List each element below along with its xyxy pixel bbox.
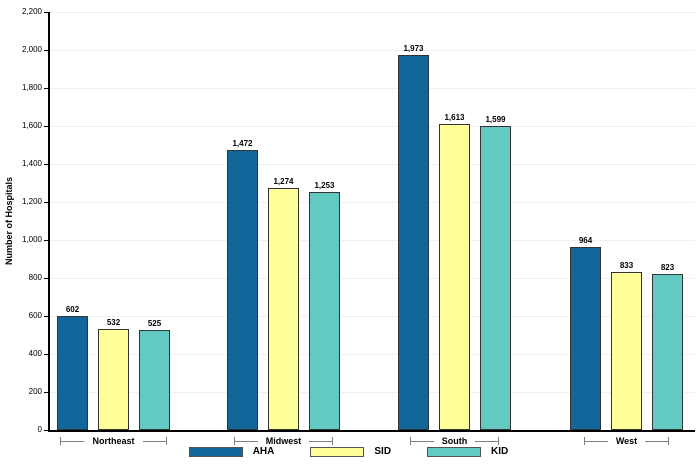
y-tick-label: 1,600 xyxy=(21,121,42,130)
bar-value-label: 823 xyxy=(660,262,675,272)
bar-sid-midwest xyxy=(268,187,299,430)
y-tick-label: 800 xyxy=(28,273,42,282)
gridline xyxy=(50,12,695,13)
category-whisker-right xyxy=(645,437,670,445)
y-axis-tick xyxy=(44,164,48,165)
y-tick-label: 1,200 xyxy=(21,197,42,206)
bar-sid-south xyxy=(439,123,470,430)
y-tick-label: 2,000 xyxy=(21,45,42,54)
gridline xyxy=(50,240,695,241)
bar-aha-west xyxy=(570,246,601,430)
x-category-label: West xyxy=(615,436,638,446)
bar-kid-west xyxy=(652,273,683,430)
y-axis-tick xyxy=(44,316,48,317)
y-tick-label: 600 xyxy=(28,311,42,320)
legend-item-aha: AHA xyxy=(188,446,275,457)
x-category-west: West xyxy=(537,434,697,448)
bar-kid-northeast xyxy=(139,330,170,430)
gridline xyxy=(50,50,695,51)
legend-label: KID xyxy=(491,446,509,457)
y-tick-label: 200 xyxy=(28,387,42,396)
y-axis-tick xyxy=(44,202,48,203)
category-whisker-right xyxy=(475,437,500,445)
y-axis-tick xyxy=(44,126,48,127)
y-tick-label: 2,200 xyxy=(21,7,42,16)
category-whisker-left xyxy=(583,437,608,445)
category-whisker-left xyxy=(233,437,258,445)
category-whisker-left xyxy=(60,437,85,445)
y-axis-tick xyxy=(44,240,48,241)
x-category-label: Midwest xyxy=(265,436,302,446)
legend-swatch-kid xyxy=(427,446,482,457)
category-whisker-left xyxy=(409,437,434,445)
y-axis-tick xyxy=(44,430,48,431)
bar-value-label: 1,472 xyxy=(232,139,253,149)
bar-value-label: 1,253 xyxy=(314,180,335,190)
gridline xyxy=(50,126,695,127)
x-category-midwest: Midwest xyxy=(194,434,374,448)
bar-value-label: 964 xyxy=(578,235,593,245)
bar-value-label: 532 xyxy=(106,317,121,327)
legend-label: SID xyxy=(374,446,392,457)
x-axis-line xyxy=(48,430,695,432)
bar-sid-west xyxy=(611,271,642,430)
legend-item-sid: SID xyxy=(310,446,391,457)
bar-sid-northeast xyxy=(98,328,129,430)
y-tick-label: 0 xyxy=(37,425,42,434)
gridline xyxy=(50,164,695,165)
y-axis-tick xyxy=(44,88,48,89)
bar-value-label: 1,613 xyxy=(444,112,465,122)
gridline xyxy=(50,202,695,203)
y-axis-tick xyxy=(44,12,48,13)
x-category-south: South xyxy=(365,434,545,448)
bar-aha-south xyxy=(398,55,429,430)
bar-kid-midwest xyxy=(309,191,340,430)
bar-value-label: 525 xyxy=(147,319,162,329)
bar-value-label: 1,599 xyxy=(485,115,506,125)
bar-aha-northeast xyxy=(57,315,88,430)
x-category-label: South xyxy=(441,436,468,446)
x-category-label: Northeast xyxy=(92,436,135,446)
gridline xyxy=(50,278,695,279)
y-tick-label: 400 xyxy=(28,349,42,358)
bar-value-label: 602 xyxy=(65,304,80,314)
gridline xyxy=(50,88,695,89)
y-tick-label: 1,000 xyxy=(21,235,42,244)
y-axis-line xyxy=(48,12,50,432)
y-axis-tick xyxy=(44,50,48,51)
legend-label: AHA xyxy=(252,446,275,457)
bar-value-label: 833 xyxy=(619,260,634,270)
bar-kid-south xyxy=(480,126,511,430)
bar-value-label: 1,973 xyxy=(403,44,424,54)
y-axis-tick xyxy=(44,354,48,355)
category-whisker-right xyxy=(309,437,334,445)
legend-swatch-sid xyxy=(310,446,365,457)
gridline xyxy=(50,392,695,393)
category-whisker-right xyxy=(142,437,167,445)
y-tick-label: 1,800 xyxy=(21,83,42,92)
y-tick-label: 1,400 xyxy=(21,159,42,168)
y-axis-tick xyxy=(44,278,48,279)
bar-aha-midwest xyxy=(227,150,258,430)
legend-swatch-aha xyxy=(188,446,243,457)
x-category-northeast: Northeast xyxy=(24,434,204,448)
gridline xyxy=(50,354,695,355)
bar-value-label: 1,274 xyxy=(273,176,294,186)
y-axis-tick xyxy=(44,392,48,393)
legend: AHA SID KID xyxy=(0,446,697,457)
legend-item-kid: KID xyxy=(427,446,508,457)
gridline xyxy=(50,316,695,317)
